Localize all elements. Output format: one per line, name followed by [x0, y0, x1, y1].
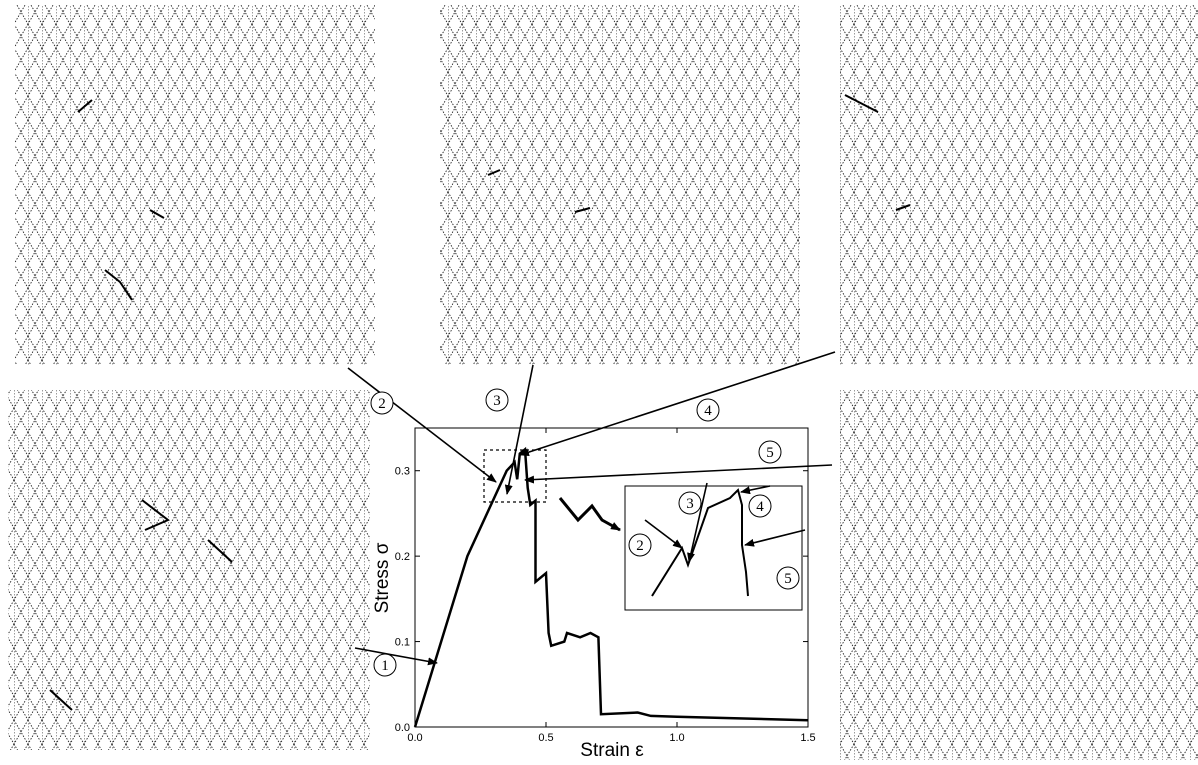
annotation: 5: [766, 445, 774, 461]
y-tick-label: 0.2: [395, 551, 410, 563]
y-axis-label: Stress σ: [372, 542, 393, 613]
y-tick-label: 0.3: [395, 466, 410, 478]
annotation: 3: [493, 393, 501, 409]
y-tick-label: 0.1: [395, 637, 410, 649]
arrow: [525, 465, 832, 480]
zoom-arrow: [560, 498, 620, 530]
x-tick-label: 1.5: [800, 732, 815, 744]
lattice-panel: [840, 5, 1198, 365]
annotation: 2: [378, 396, 386, 412]
arrow: [520, 352, 835, 455]
lattice-panel: [15, 5, 375, 365]
arrow: [348, 368, 496, 482]
figure: Strain ε Stress σ 0.00.51.01.50.00.10.20…: [0, 0, 1198, 765]
plot-frame: [415, 428, 808, 727]
arrow: [741, 486, 770, 492]
lattice-panels: [8, 5, 1198, 760]
lattice-panel: [8, 390, 370, 750]
x-tick-label: 1.0: [669, 732, 684, 744]
annotation: 2: [636, 538, 644, 554]
annotation: 4: [704, 403, 712, 419]
arrow: [745, 530, 805, 545]
lattice-panel: [440, 5, 800, 365]
annotation: 5: [784, 571, 792, 587]
x-tick-label: 0.5: [538, 732, 553, 744]
lattice-panel: [840, 390, 1198, 760]
annotation: 1: [381, 658, 389, 674]
annotation: 4: [756, 499, 764, 515]
arrow: [507, 365, 533, 494]
y-tick-label: 0.0: [395, 722, 410, 734]
annotation: 3: [686, 496, 694, 512]
x-axis-label: Strain ε: [580, 740, 644, 761]
chart: Strain ε Stress σ 0.00.51.01.50.00.10.20…: [0, 0, 1198, 765]
